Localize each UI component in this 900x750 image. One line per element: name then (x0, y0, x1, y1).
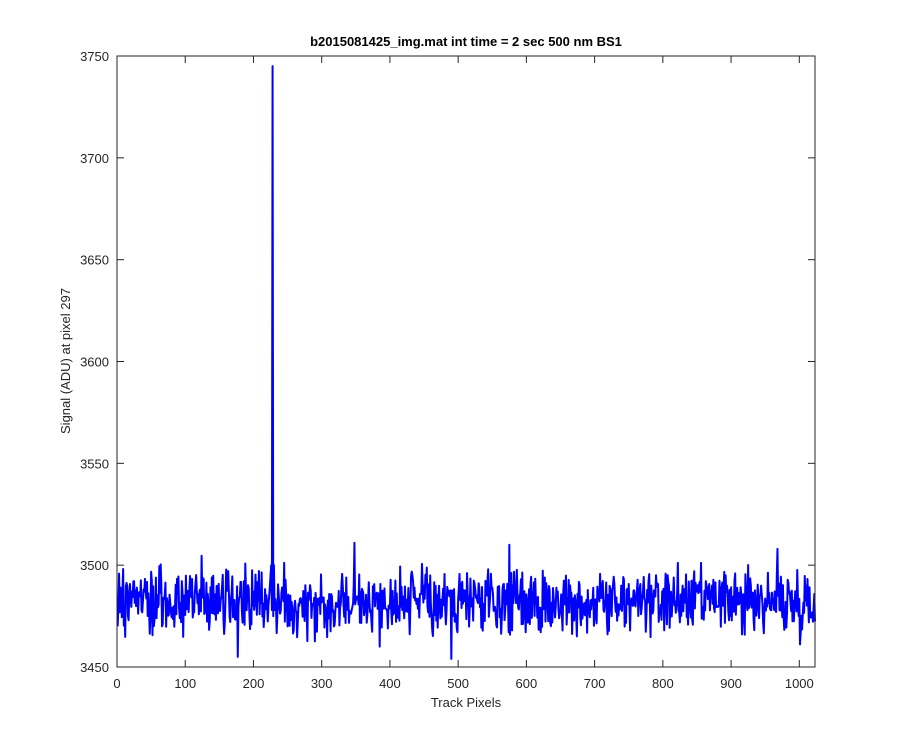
x-tick-label: 900 (720, 676, 742, 691)
x-axis-label: Track Pixels (431, 695, 502, 710)
x-tick-label: 200 (243, 676, 265, 691)
series-line (116, 65, 816, 660)
y-axis-label: Signal (ADU) at pixel 297 (58, 288, 73, 434)
x-tick-label: 700 (584, 676, 606, 691)
x-tick-label: 500 (447, 676, 469, 691)
y-tick-label: 3700 (80, 151, 109, 166)
chart-title: b2015081425_img.mat int time = 2 sec 500… (310, 34, 622, 49)
y-tick-label: 3450 (80, 660, 109, 675)
x-tick-label: 600 (516, 676, 538, 691)
x-tick-label: 800 (652, 676, 674, 691)
x-tick-label: 0 (113, 676, 120, 691)
x-tick-label: 1000 (785, 676, 814, 691)
y-tick-label: 3550 (80, 456, 109, 471)
ticks-group: 0 100 200 300 400 500 600 700 800 900 1000 3450 3500… (80, 49, 815, 691)
x-tick-label: 400 (379, 676, 401, 691)
y-tick-label: 3750 (80, 49, 109, 64)
series-group (116, 65, 816, 660)
x-tick-label: 100 (174, 676, 196, 691)
axes-box (116, 55, 816, 668)
plot-area (117, 56, 815, 667)
x-tick-label: 300 (311, 676, 333, 691)
y-tick-label: 3650 (80, 253, 109, 268)
y-tick-label: 3500 (80, 558, 109, 573)
y-tick-label: 3600 (80, 355, 109, 370)
